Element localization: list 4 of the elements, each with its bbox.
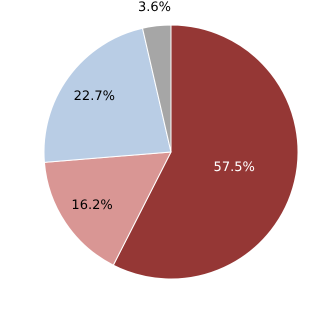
data-label: 22.7% — [74, 88, 115, 104]
data-label: 57.5% — [214, 160, 255, 176]
data-label: 16.2% — [71, 198, 113, 213]
data-label: 3.6% — [138, 0, 172, 15]
